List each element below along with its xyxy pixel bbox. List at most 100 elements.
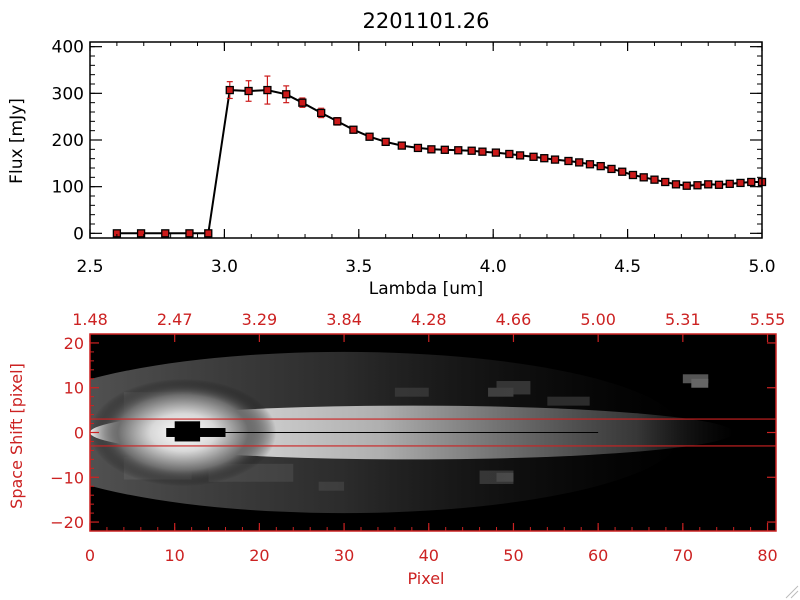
image-y-tick-label: 0 [74,424,84,443]
image-y-tick-label: 20 [64,334,84,353]
data-point [714,180,724,189]
data-point [478,147,487,156]
data-point [639,173,648,182]
image-y-tick-label: −20 [50,513,84,532]
y-tick-label: 400 [52,38,84,58]
data-point [564,156,573,166]
y-tick-label: 100 [52,178,84,198]
data-point [540,154,549,163]
image-top-tick-label: 3.84 [326,310,362,329]
data-point [736,178,745,188]
spectral-image-panel: 0 10 20 30 40 50 60 70 80 1.48 2.47 3.29 3.84 4.28 4.… [50,310,785,565]
image-x-tick-label: 20 [249,546,269,565]
data-point [204,229,213,238]
data-point [298,98,307,107]
data-point [515,151,525,160]
spectrum-y-axis: 0 100 200 300 400 [52,38,762,244]
data-point [747,177,756,187]
data-point [575,158,584,167]
data-point [725,179,734,189]
data-point [381,137,390,147]
data-point [225,85,234,95]
data-point [454,146,463,155]
data-point [505,149,514,159]
image-x-tick-label: 70 [673,546,693,565]
data-point [317,108,326,118]
data-point [650,175,659,184]
image-top-wavelength-axis: 1.48 2.47 3.29 3.84 4.28 4.66 5.00 5.31 5.55 [72,310,785,342]
data-point [704,180,713,189]
image-top-tick-label: 1.48 [72,310,108,329]
image-top-tick-label: 5.00 [580,310,616,329]
data-point [427,145,436,154]
data-point [585,160,595,169]
data-point [413,143,423,153]
noise-patch [691,378,709,388]
data-point [397,141,406,150]
image-x-tick-label: 80 [757,546,777,565]
image-x-tick-label: 60 [588,546,608,565]
image-x-axis-label: Pixel [407,569,444,588]
image-top-tick-label: 2.47 [157,310,193,329]
spectrum-y-axis-label: Flux [mJy] [7,98,27,184]
data-point [682,181,691,190]
y-tick-label: 200 [52,131,84,151]
image-top-tick-label: 5.55 [750,310,786,329]
spectral-image [90,334,776,531]
data-point [491,148,501,157]
x-tick-label: 3.0 [211,257,238,277]
data-point [440,145,449,154]
x-tick-label: 4.0 [480,257,507,277]
y-tick-label: 0 [73,224,84,244]
data-point [263,85,272,95]
image-y-axis-label: Space Shift [pixel] [7,363,26,509]
image-top-tick-label: 4.66 [496,310,532,329]
image-x-axis: 0 10 20 30 40 50 60 70 80 [85,523,778,565]
image-x-tick-label: 0 [85,546,95,565]
image-x-tick-label: 50 [503,546,523,565]
spectrum-x-axis-label: Lambda [um] [369,279,483,299]
data-point [333,117,342,126]
data-point [596,161,605,171]
spectrum-plot: 2.5 3.0 3.5 4.0 4.5 5.0 0 100 200 300 400 [52,38,776,277]
data-point [618,167,627,176]
spectrum-markers [112,85,767,238]
data-point [607,164,616,174]
data-point [185,229,194,238]
spectrum-plot-frame [89,41,763,239]
image-x-tick-label: 30 [334,546,354,565]
image-x-tick-label: 10 [165,546,185,565]
aperture-lines [90,418,776,447]
spectrum-errorbars [226,75,765,188]
spectrum-x-axis: 2.5 3.0 3.5 4.0 4.5 5.0 [76,42,776,277]
image-y-axis: −20 −10 0 10 20 [50,334,776,532]
spectrum-line [116,89,762,235]
top-chart-title: 2201101.26 [363,9,490,33]
data-point [365,132,374,141]
data-point [349,125,358,134]
data-point [244,86,253,96]
noise-patch [682,374,709,384]
image-top-tick-label: 3.29 [242,310,278,329]
resize-grip-icon[interactable] [785,585,799,599]
data-point [161,229,170,238]
data-point [282,90,291,99]
data-point [628,170,638,180]
data-point [467,146,476,155]
x-tick-label: 2.5 [76,257,103,277]
image-top-tick-label: 4.28 [411,310,447,329]
image-y-tick-label: −10 [50,468,84,487]
image-x-tick-label: 40 [419,546,439,565]
x-tick-label: 5.0 [748,257,775,277]
image-y-tick-label: 10 [64,379,84,398]
data-point [693,181,702,190]
x-tick-label: 4.5 [614,257,641,277]
image-top-tick-label: 5.31 [665,310,701,329]
data-point [529,152,538,161]
y-tick-label: 300 [52,84,84,104]
spectrum-series [116,89,762,235]
data-point [136,229,146,238]
x-tick-label: 3.5 [345,257,372,277]
data-point [671,180,681,189]
